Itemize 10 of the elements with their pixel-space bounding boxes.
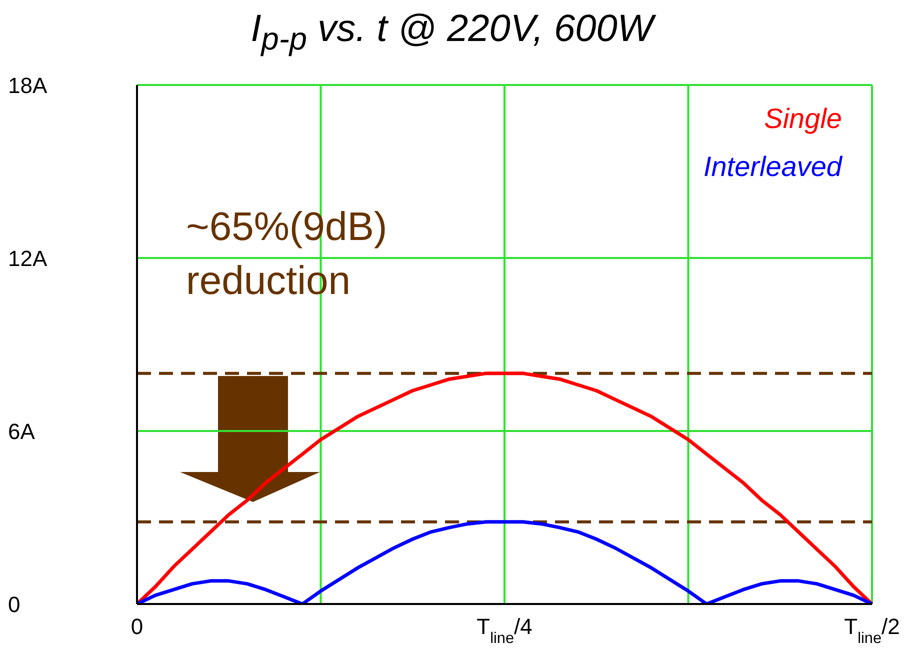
- y-tick-label: 6A: [8, 419, 36, 444]
- text: Single: [763, 102, 842, 136]
- x-tick-label: 0: [130, 614, 144, 639]
- chart-title: I$_{p-p}$ vs. t @ 220V, 600W: [250, 8, 657, 58]
- text: Interleaved: [703, 150, 842, 184]
- y-tick-label: 12A: [8, 246, 48, 271]
- y-tick-label: 0: [8, 592, 20, 617]
- x-tick-label: T$_{line}$/2: [844, 614, 900, 646]
- x-tick-label: T$_{line}$/4: [476, 614, 532, 646]
- y-tick-label: 18A: [8, 73, 48, 98]
